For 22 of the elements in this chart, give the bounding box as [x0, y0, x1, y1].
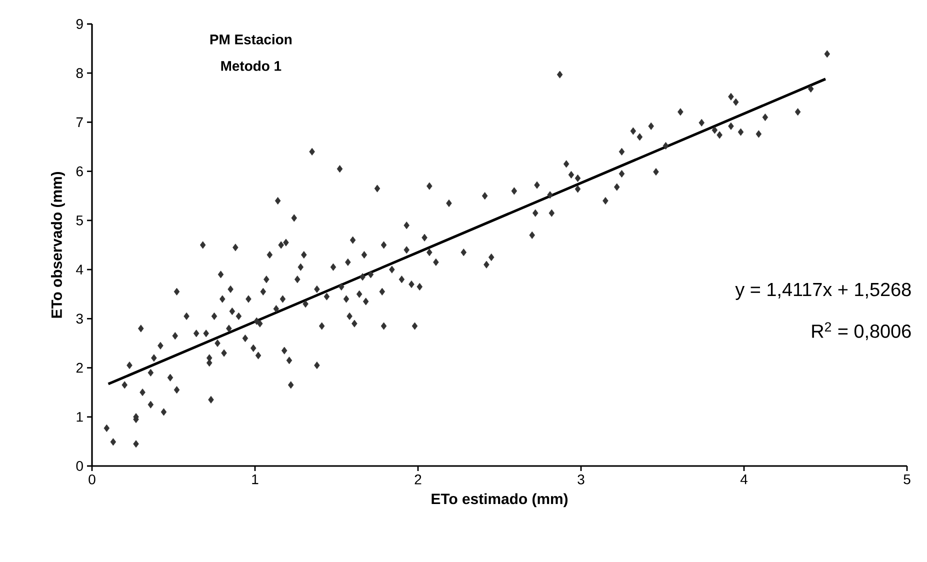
x-tick-label: 1	[252, 474, 258, 484]
x-tick-label: 5	[904, 474, 910, 484]
y-tick-label: 6	[76, 166, 83, 176]
y-tick-label: 4	[76, 264, 84, 274]
y-tick-label: 1	[76, 412, 83, 422]
y-tick-label: 0	[76, 461, 83, 471]
y-tick-label: 3	[76, 314, 83, 324]
x-axis-title: ETo estimado (mm)	[432, 493, 568, 508]
y-tick-label: 2	[76, 362, 83, 373]
annotation: R$^{2}$ = 0,8006	[812, 322, 911, 340]
x-tick-label: 0	[88, 474, 96, 484]
y-axis-title: ETo observado (mm)	[50, 172, 65, 318]
y-tick-label: 5	[76, 216, 83, 226]
text: Metodo 1	[221, 60, 282, 71]
text: PM Estacion	[210, 34, 292, 44]
x-tick-label: 2	[414, 474, 422, 484]
y-tick-label: 8	[76, 68, 83, 78]
annotation: y = 1,4117x + 1,5268	[735, 282, 911, 300]
x-tick-label: 3	[578, 474, 584, 484]
x-tick-label: 4	[740, 474, 748, 484]
y-tick-label: 7	[76, 117, 83, 128]
y-tick-label: 9	[76, 19, 83, 29]
